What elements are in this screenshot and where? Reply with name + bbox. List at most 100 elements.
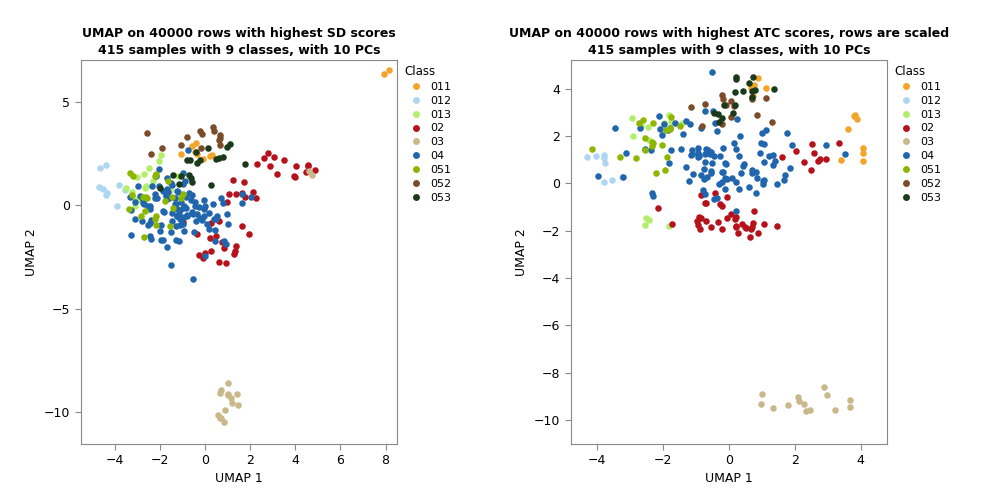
04	[680, 177, 697, 185]
053	[766, 85, 782, 93]
053	[237, 160, 253, 168]
04	[733, 168, 749, 176]
04	[704, 167, 720, 175]
011	[744, 93, 760, 101]
052	[205, 123, 221, 131]
04	[180, 190, 197, 198]
051	[162, 222, 178, 230]
04	[704, 69, 720, 77]
052	[758, 94, 774, 102]
04	[702, 150, 718, 158]
013	[124, 188, 140, 197]
052	[723, 97, 739, 105]
03	[220, 391, 236, 399]
053	[215, 153, 231, 161]
02	[306, 166, 323, 174]
03	[754, 391, 770, 399]
012	[117, 186, 133, 194]
04	[667, 119, 683, 127]
04	[140, 221, 156, 229]
012	[99, 189, 115, 197]
03	[797, 407, 813, 415]
02	[288, 162, 304, 170]
052	[683, 103, 700, 111]
03	[780, 401, 796, 409]
04	[158, 188, 174, 196]
04	[655, 120, 671, 129]
04	[132, 192, 148, 200]
04	[143, 216, 159, 224]
02	[692, 225, 709, 233]
Title: UMAP on 40000 rows with highest ATC scores, rows are scaled
415 samples with 9 c: UMAP on 40000 rows with highest ATC scor…	[509, 27, 949, 56]
04	[607, 124, 623, 132]
051	[147, 215, 163, 223]
04	[719, 160, 735, 168]
04	[677, 116, 694, 124]
013	[129, 173, 145, 181]
04	[756, 175, 772, 183]
04	[178, 211, 195, 219]
04	[208, 215, 224, 223]
04	[765, 161, 781, 169]
053	[728, 75, 744, 83]
04	[673, 145, 689, 153]
02	[831, 139, 847, 147]
053	[727, 88, 743, 96]
03	[789, 393, 805, 401]
04	[197, 212, 213, 220]
04	[782, 164, 798, 172]
04	[153, 236, 169, 244]
013	[152, 151, 168, 159]
04	[148, 172, 164, 180]
053	[173, 172, 190, 180]
04	[163, 209, 179, 217]
051	[137, 207, 153, 215]
02	[707, 189, 723, 197]
04	[153, 221, 169, 229]
04	[215, 199, 231, 207]
053	[745, 73, 761, 81]
04	[765, 151, 781, 159]
04	[618, 150, 634, 158]
02	[248, 194, 264, 202]
04	[234, 199, 250, 207]
04	[690, 152, 707, 160]
011	[847, 111, 863, 119]
02	[191, 251, 207, 259]
013	[162, 185, 178, 194]
051	[612, 153, 628, 161]
051	[125, 171, 141, 179]
02	[806, 149, 823, 157]
02	[286, 172, 302, 180]
013	[151, 157, 167, 165]
02	[689, 220, 706, 228]
02	[211, 217, 227, 225]
04	[142, 202, 158, 210]
02	[222, 190, 238, 198]
02	[803, 166, 820, 174]
04	[175, 214, 192, 222]
04	[174, 169, 191, 177]
04	[162, 261, 178, 269]
04	[152, 227, 168, 235]
051	[160, 176, 176, 184]
02	[235, 222, 251, 230]
04	[692, 124, 709, 133]
011	[195, 155, 211, 163]
013	[661, 111, 677, 119]
04	[689, 150, 706, 158]
04	[675, 130, 691, 138]
02	[216, 243, 232, 251]
053	[716, 101, 732, 109]
053	[165, 171, 181, 179]
052	[715, 95, 731, 103]
03	[796, 400, 812, 408]
052	[212, 134, 228, 142]
04	[817, 141, 834, 149]
04	[706, 195, 722, 203]
04	[144, 182, 160, 191]
012	[580, 153, 596, 161]
051	[147, 172, 163, 180]
04	[729, 114, 745, 122]
052	[697, 100, 713, 108]
